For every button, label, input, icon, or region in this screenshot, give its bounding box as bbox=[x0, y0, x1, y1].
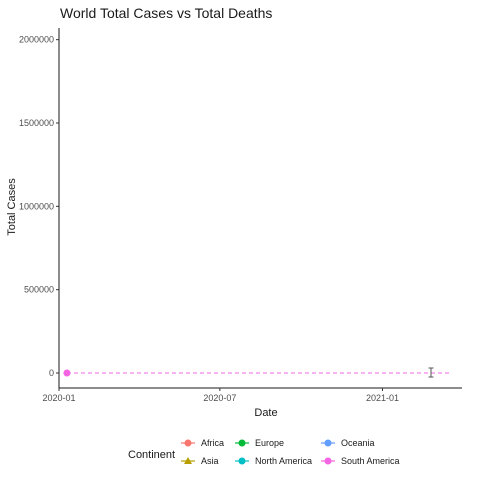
legend-label: Asia bbox=[201, 456, 219, 466]
legend-key-point bbox=[325, 440, 332, 447]
y-axis-ticks: 0 500000 1000000 1500000 2000000 bbox=[19, 35, 59, 378]
y-tick-label: 2000000 bbox=[19, 35, 54, 45]
chart-title: World Total Cases vs Total Deaths bbox=[60, 5, 272, 21]
legend-label: Europe bbox=[255, 438, 284, 448]
legend-entry: Europe bbox=[235, 438, 284, 448]
legend-key-point bbox=[239, 440, 246, 447]
legend: Continent Africa Asia Europe North America O… bbox=[128, 438, 400, 466]
legend-label: Oceania bbox=[341, 438, 375, 448]
legend-entries: Africa Asia Europe North America Oceania Sout… bbox=[181, 438, 400, 466]
x-tick-label: 2020-07 bbox=[203, 393, 236, 403]
y-tick-label: 500000 bbox=[24, 285, 54, 295]
points-layer bbox=[63, 370, 70, 377]
y-tick-label: 0 bbox=[49, 368, 54, 378]
legend-key-point bbox=[239, 458, 246, 465]
legend-entry: Africa bbox=[181, 438, 224, 448]
legend-entry: Oceania bbox=[321, 438, 375, 448]
legend-entry: South America bbox=[321, 456, 400, 466]
legend-label: Africa bbox=[201, 438, 224, 448]
x-tick-label: 2020-01 bbox=[42, 393, 75, 403]
legend-entry: North America bbox=[235, 456, 312, 466]
y-axis-label: Total Cases bbox=[6, 178, 18, 236]
x-axis-label: Date bbox=[254, 407, 277, 419]
legend-label: North America bbox=[255, 456, 312, 466]
x-axis-ticks: 2020-01 2020-07 2021-01 bbox=[42, 388, 398, 403]
y-tick-label: 1500000 bbox=[19, 118, 54, 128]
legend-key-point bbox=[185, 440, 192, 447]
legend-title: Continent bbox=[128, 449, 175, 461]
y-tick-label: 1000000 bbox=[19, 201, 54, 211]
x-tick-label: 2021-01 bbox=[366, 393, 399, 403]
legend-key-point bbox=[325, 458, 332, 465]
data-point bbox=[63, 370, 70, 377]
legend-entry: Asia bbox=[181, 456, 219, 466]
legend-label: South America bbox=[341, 456, 400, 466]
